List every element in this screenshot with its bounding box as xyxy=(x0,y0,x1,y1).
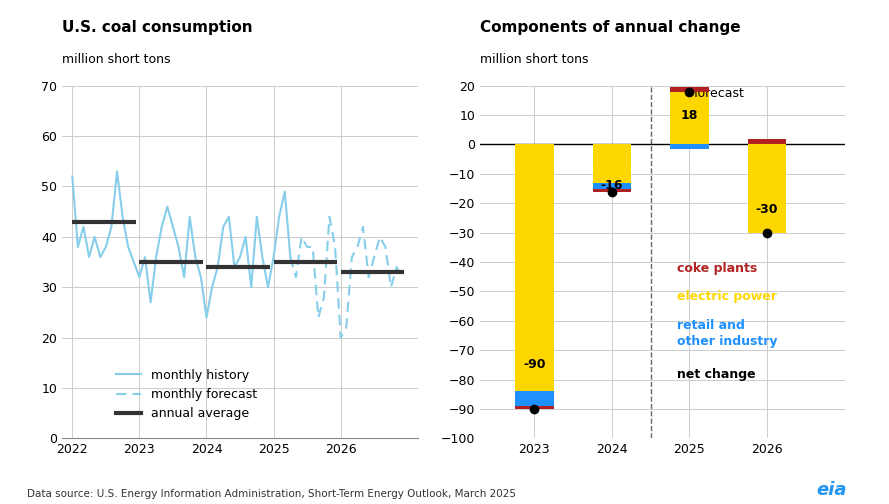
Legend: monthly history, monthly forecast, annual average: monthly history, monthly forecast, annua… xyxy=(111,364,262,425)
Bar xyxy=(670,92,709,145)
Text: million short tons: million short tons xyxy=(480,52,589,66)
Bar xyxy=(515,145,554,392)
Bar xyxy=(592,183,631,188)
Text: U.S. coal consumption: U.S. coal consumption xyxy=(62,20,252,35)
Text: 18: 18 xyxy=(681,108,698,121)
Text: forecast: forecast xyxy=(693,87,744,100)
Text: -90: -90 xyxy=(523,358,546,371)
Bar xyxy=(748,145,787,233)
Bar xyxy=(670,87,709,92)
Text: eia: eia xyxy=(816,481,846,499)
Text: Components of annual change: Components of annual change xyxy=(480,20,741,35)
Text: -30: -30 xyxy=(756,203,778,216)
Text: electric power: electric power xyxy=(677,290,777,303)
Text: million short tons: million short tons xyxy=(62,52,171,66)
Bar xyxy=(515,392,554,406)
Text: Data source: U.S. Energy Information Administration, Short-Term Energy Outlook, : Data source: U.S. Energy Information Adm… xyxy=(27,489,516,499)
Bar xyxy=(592,188,631,192)
Bar xyxy=(515,406,554,409)
Text: retail and
other industry: retail and other industry xyxy=(677,319,777,348)
Bar xyxy=(592,145,631,183)
Text: coke plants: coke plants xyxy=(677,262,757,275)
Text: -16: -16 xyxy=(601,179,623,192)
Bar xyxy=(670,145,709,149)
Bar xyxy=(748,139,787,145)
Text: net change: net change xyxy=(677,368,756,381)
